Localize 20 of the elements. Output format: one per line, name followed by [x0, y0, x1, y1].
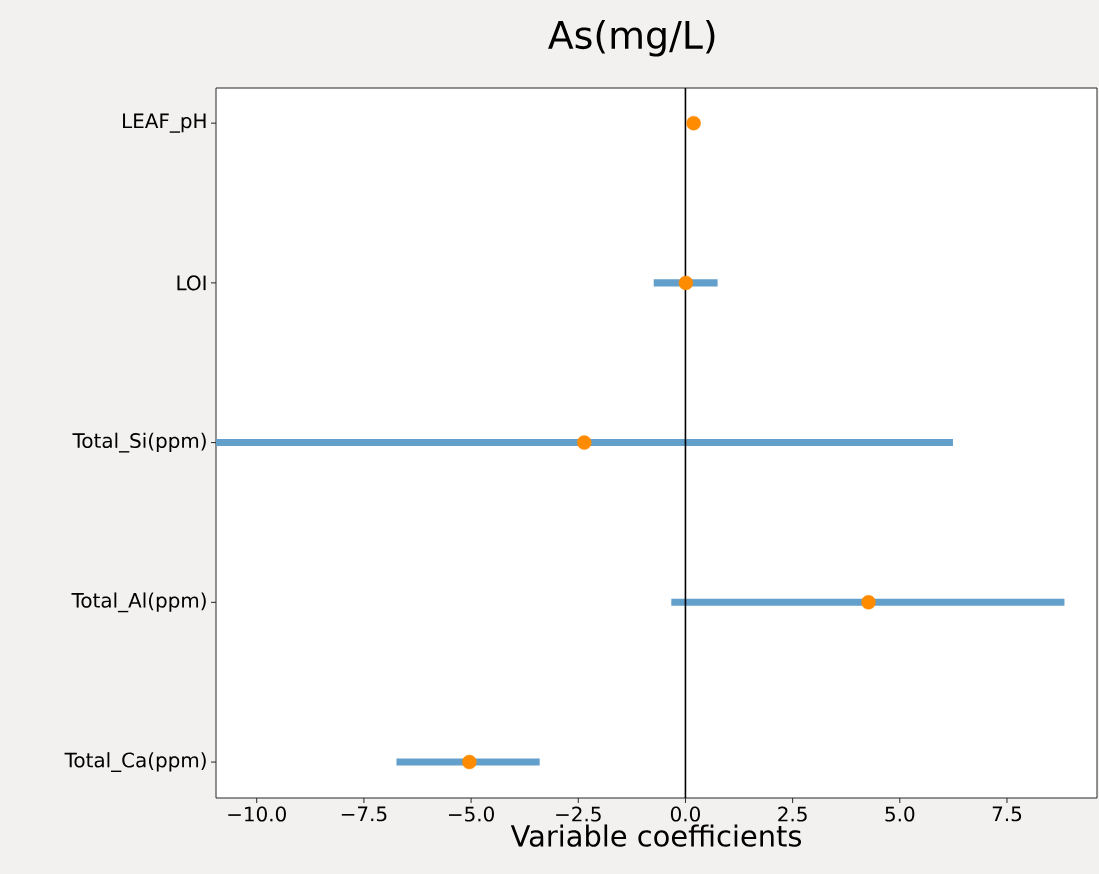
x-tick-label: 5.0 — [885, 806, 915, 822]
x-tick-label: −7.5 — [341, 806, 387, 822]
point — [678, 275, 694, 291]
y-tick-label: LEAF_pH — [123, 113, 206, 133]
y-tick-label: Total_Al(ppm) — [71, 592, 206, 613]
y-tick-label: Total_Ca(ppm) — [64, 752, 206, 772]
point — [686, 115, 701, 131]
point — [861, 595, 876, 610]
x-tick-label: −10.0 — [228, 806, 286, 822]
x-tick-label: −2.5 — [556, 806, 601, 822]
y-tick-label: Total_Si(ppm) — [72, 432, 206, 453]
x-tick-label: 0.0 — [670, 806, 700, 822]
x-tick-label: −5.0 — [449, 806, 494, 822]
chart-title: As(mg/L) — [548, 19, 715, 57]
x-axis-title: Variable coefficients — [510, 824, 802, 847]
x-tick-label: 2.5 — [778, 806, 807, 822]
point — [462, 754, 477, 770]
x-tick-label: 7.5 — [992, 806, 1022, 822]
point — [577, 435, 592, 450]
y-tick-label: LOI — [177, 275, 206, 291]
